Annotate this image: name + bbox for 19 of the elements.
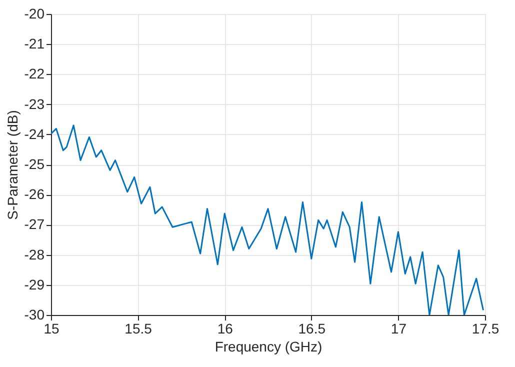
x-tick-label: 17 bbox=[390, 320, 407, 336]
x-tick-label: 17.5 bbox=[472, 320, 500, 336]
x-tick-label: 16 bbox=[217, 320, 234, 336]
x-axis-title: Frequency (GHz) bbox=[214, 338, 322, 354]
y-tick-label: -25 bbox=[24, 156, 45, 172]
y-tick-label: -28 bbox=[24, 246, 45, 262]
x-tick-label: 16.5 bbox=[298, 320, 326, 336]
x-tick-label: 15.5 bbox=[124, 320, 152, 336]
y-tick-label: -30 bbox=[24, 306, 45, 322]
y-tick-label: -27 bbox=[24, 216, 45, 232]
y-tick-label: -21 bbox=[24, 36, 45, 52]
y-tick-label: -20 bbox=[24, 6, 45, 22]
y-tick-label: -26 bbox=[24, 186, 45, 202]
y-axis-title: S-Parameter (dB) bbox=[4, 110, 20, 220]
y-tick-label: -22 bbox=[24, 66, 45, 82]
y-tick-label: -23 bbox=[24, 96, 45, 112]
y-tick-label: -24 bbox=[24, 126, 45, 142]
x-tick-label: 15 bbox=[44, 320, 60, 336]
y-tick-label: -29 bbox=[24, 276, 45, 292]
